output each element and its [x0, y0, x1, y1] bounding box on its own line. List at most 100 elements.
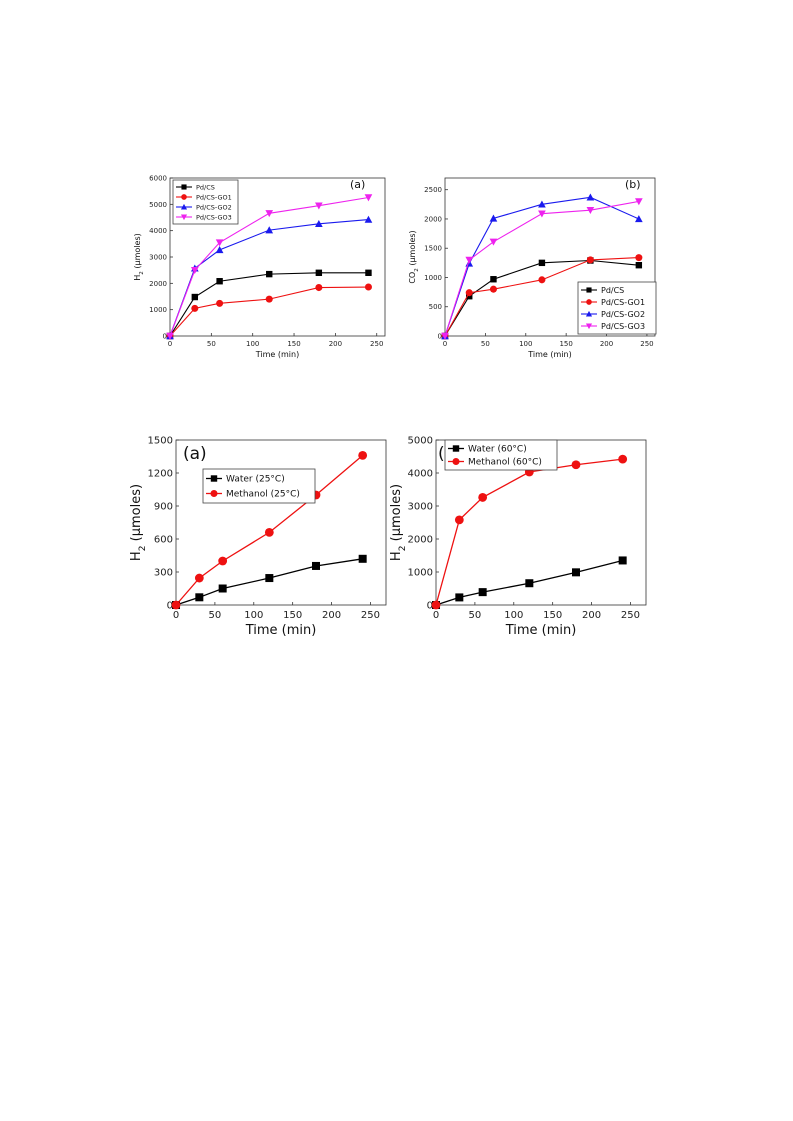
data-point	[191, 293, 199, 301]
data-point	[315, 219, 323, 228]
x-tick-label: 50	[469, 610, 482, 621]
data-point	[265, 295, 273, 303]
data-point	[465, 256, 474, 264]
legend-label: Methanol (25°C)	[226, 490, 300, 500]
legend-box	[202, 468, 316, 504]
series-pd-cs-go2	[166, 215, 373, 340]
series-line	[169, 286, 369, 337]
data-point	[364, 215, 373, 223]
data-point	[215, 246, 224, 254]
legend-label: Pd/CS-GO3	[196, 213, 232, 221]
data-point	[635, 198, 643, 206]
data-point	[216, 278, 223, 285]
legend-marker	[181, 184, 187, 190]
data-point	[315, 284, 323, 292]
series-line	[169, 196, 369, 337]
data-point	[586, 193, 595, 201]
x-tick-label: 150	[559, 340, 572, 348]
data-point	[171, 600, 181, 610]
series-methanol-60-c-	[431, 454, 628, 610]
legend-marker	[586, 287, 592, 293]
y-tick-label: 5000	[408, 436, 433, 447]
x-tick-label: 50	[207, 340, 216, 348]
data-point	[190, 266, 199, 275]
data-point	[365, 269, 372, 276]
data-point	[572, 568, 580, 577]
series-pd-cs	[166, 269, 372, 340]
data-point	[478, 493, 488, 502]
y-tick-label: 1000	[149, 306, 167, 314]
y-axis-title: H2 (µmoles)	[129, 484, 148, 561]
data-point	[218, 584, 227, 593]
y-tick-label: 5000	[149, 201, 167, 209]
data-point	[315, 269, 323, 276]
series-line	[175, 454, 364, 606]
x-tick-label: 0	[443, 340, 447, 348]
data-point	[312, 561, 320, 570]
data-point	[586, 206, 595, 215]
x-axis-title: Time (min)	[527, 350, 571, 359]
x-tick-label: 100	[246, 340, 259, 348]
plot-frame	[444, 177, 656, 337]
y-tick-label: 300	[154, 568, 173, 579]
series-line	[169, 219, 369, 337]
data-point	[266, 270, 273, 278]
y-tick-label: 2500	[424, 186, 442, 194]
legend-label: Pd/CS-GO2	[601, 310, 645, 319]
x-tick-label: 150	[287, 340, 300, 348]
data-point	[364, 283, 372, 291]
data-point	[218, 556, 228, 566]
series-line	[435, 458, 623, 606]
y-tick-label: 0	[167, 601, 173, 612]
legend-marker	[452, 457, 460, 466]
chart-4: 0 50 100 150 200 250 0 1000 2000 3000 4000 5000 Time…	[389, 436, 647, 638]
legend-marker	[181, 194, 187, 200]
data-point	[586, 256, 594, 264]
y-tick-label: 1200	[148, 469, 173, 480]
y-tick-label: 2000	[424, 215, 442, 223]
x-tick-label: 100	[519, 340, 532, 348]
x-tick-label: 150	[543, 610, 562, 621]
legend: Pd/CS Pd/CS-GO1 Pd/CS-GO2 Pd/CS-GO3	[172, 179, 239, 225]
legend-marker	[586, 299, 592, 305]
legend-marker	[210, 489, 218, 498]
y-tick-label: 1000	[408, 568, 433, 579]
y-axis-title: H2 (µmoles)	[389, 484, 408, 561]
data-point	[618, 454, 628, 464]
data-point	[455, 593, 464, 602]
legend-label: Water (25°C)	[226, 475, 285, 485]
series-line	[169, 272, 369, 337]
plot-frame	[175, 439, 387, 606]
data-point	[315, 202, 323, 210]
data-point	[166, 332, 174, 340]
legend-label: Pd/CS-GO1	[196, 193, 232, 201]
data-point	[441, 332, 449, 340]
panel-label: (a)	[350, 178, 365, 191]
y-tick-label: 0	[163, 332, 167, 340]
x-tick-label: 150	[283, 610, 302, 621]
x-tick-label: 200	[582, 610, 601, 621]
data-point	[478, 588, 487, 597]
series-line	[444, 196, 640, 337]
data-point	[195, 593, 204, 602]
data-point	[489, 214, 498, 222]
data-point	[538, 200, 546, 208]
legend-label: Pd/CS	[196, 183, 215, 191]
y-tick-label: 1500	[424, 245, 442, 253]
series-pd-cs-go3	[166, 194, 373, 340]
legend-marker	[210, 475, 218, 482]
x-axis-title: Time (min)	[505, 623, 577, 638]
legend-label: Pd/CS	[601, 286, 624, 295]
chart-2: 0 50 100 150 200 25005001000150020002500Time …	[408, 177, 657, 359]
x-tick-label: 250	[621, 610, 640, 621]
chart-3: 0 50 100 150 200 250 0 300 600 900 1200 1500 Time (m…	[129, 436, 387, 638]
y-tick-label: 0	[427, 601, 433, 612]
y-tick-label: 6000	[149, 174, 167, 182]
legend-marker	[585, 323, 593, 330]
legend-box	[444, 439, 558, 471]
series-pd-cs-go3	[441, 198, 643, 340]
data-point	[265, 574, 274, 583]
data-point	[538, 276, 546, 284]
x-tick-label: 250	[370, 340, 383, 348]
y-tick-label: 600	[154, 535, 173, 546]
